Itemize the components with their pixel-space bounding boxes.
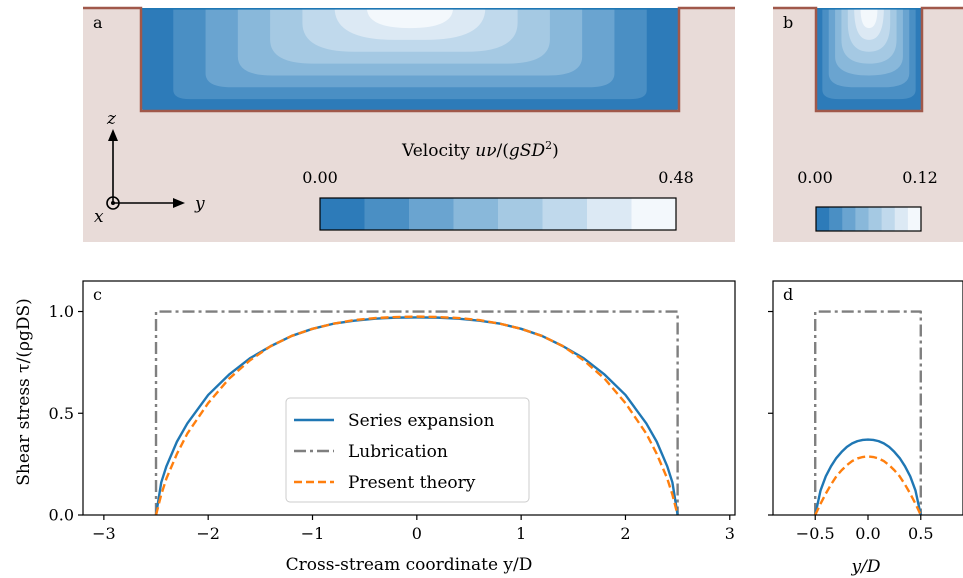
plot-c-xtick-label-0: −3 [92, 524, 116, 543]
panel-d: −0.5 0.0 0.5 [768, 280, 963, 543]
panel-c: −3 −2 −1 0 1 2 3 0.0 0.5 1.0 [49, 280, 736, 543]
plot-d-series-series-expansion [814, 438, 922, 516]
plot-c-ytick-label-2: 1.0 [49, 302, 74, 321]
colorbar-a-label-gsd: gSD [509, 141, 546, 161]
channel-b-bank [773, 6, 963, 113]
plot-c-xtick-label-5: 2 [620, 524, 630, 543]
colorbar-b-max: 0.12 [902, 168, 938, 187]
colorbar-a-swatches [320, 198, 677, 230]
x-axis-dot [111, 201, 115, 205]
legend-c-lubrication-label: Lubrication [348, 442, 448, 462]
colorbar-a-swatch-2 [409, 198, 454, 230]
colorbar-b: 0.00 0.12 [797, 168, 938, 232]
colorbar-b-swatch-1 [829, 207, 843, 231]
x-axis-label-c: Cross-stream coordinate y/D [286, 555, 533, 575]
plot-c-xtick-label-4: 1 [516, 524, 526, 543]
channel-b-contours [816, 8, 922, 111]
plot-c-frame [82, 280, 736, 516]
colorbar-b-swatch-2 [842, 207, 856, 231]
panel-d-letter: d [783, 285, 793, 304]
channel-a-bank [83, 6, 735, 113]
colorbar-a-min: 0.00 [302, 168, 338, 187]
colorbar-b-swatch-5 [881, 207, 896, 231]
plot-c-xtick-label-3: 0 [412, 524, 422, 543]
colorbar-a-label-prefix: Velocity [401, 141, 475, 161]
plot-c-series-lubrication [154, 310, 679, 515]
colorbar-a-max: 0.48 [658, 168, 694, 187]
y-arrowhead [173, 198, 185, 208]
colorbar-b-swatch-0 [816, 207, 830, 231]
colorbar-a-swatch-5 [542, 198, 588, 230]
legend-c-frame [285, 397, 530, 503]
plot-c-xtick-label-1: −2 [196, 524, 220, 543]
colorbar-a-swatch-3 [453, 198, 499, 230]
colorbar-a-label-slash: /( [497, 141, 509, 161]
channel-a-contours [141, 8, 679, 111]
panel-c-letter: c [93, 285, 102, 304]
plot-d-xtick-label-2: 0.5 [908, 524, 933, 543]
plot-d-xtick-label-0: −0.5 [796, 524, 835, 543]
colorbar-a-label-sup: 2 [545, 139, 552, 152]
colorbar-a: Velocity uν/(gSD2) 0.00 0.48 [302, 139, 694, 231]
colorbar-b-swatch-4 [868, 207, 883, 231]
colorbar-a-frame [319, 197, 677, 231]
legend-c-present-label: Present theory [348, 473, 476, 493]
x-axis-out-of-plane [106, 196, 120, 210]
legend-c: Series expansion Lubrication Present the… [285, 397, 530, 503]
colorbar-b-min: 0.00 [797, 168, 833, 187]
panel-b-letter: b [783, 13, 793, 32]
colorbar-a-swatch-1 [364, 198, 410, 230]
colorbar-a-label-close: ) [552, 141, 559, 161]
plot-d-frame [772, 280, 963, 516]
x-label: x [94, 207, 104, 227]
colorbar-a-label: Velocity uν/(gSD2) [401, 139, 559, 161]
colorbar-a-swatch-6 [587, 198, 632, 230]
colorbar-a-swatch-7 [631, 198, 677, 230]
channel-b-level-7 [860, 8, 878, 29]
plot-d-series-present-theory [814, 455, 922, 516]
panel-a: a z y x Velocity uν/(gSD2) 0.00 0.48 [83, 6, 735, 242]
x-axis-label-d: y/D [851, 557, 881, 577]
z-arrowhead [108, 129, 118, 141]
plot-d-series-lubrication [814, 310, 922, 515]
colorbar-b-swatches [816, 207, 922, 231]
y-label: y [194, 194, 205, 214]
plot-c-ytick-label-0: 0.0 [49, 506, 74, 525]
plot-c-series-present-theory [154, 315, 679, 516]
plot-c-xtick-label-6: 3 [725, 524, 735, 543]
colorbar-b-swatch-6 [894, 207, 909, 231]
channel-a-level-7 [366, 8, 454, 29]
plot-c-xtick-label-2: −1 [301, 524, 325, 543]
panel-b: b 0.00 0.12 [773, 6, 963, 242]
plot-d-xtick-label-1: 0.0 [855, 524, 880, 543]
colorbar-b-swatch-3 [855, 207, 869, 231]
colorbar-a-label-math: uν [475, 141, 496, 161]
legend-c-series-label: Series expansion [348, 411, 494, 431]
z-label: z [106, 109, 117, 129]
colorbar-a-swatch-0 [320, 198, 365, 230]
plot-c-ytick-label-1: 0.5 [49, 404, 74, 423]
colorbar-b-frame [815, 206, 922, 232]
colorbar-b-swatch-7 [907, 207, 922, 231]
axis-triad: z y x [94, 109, 205, 227]
colorbar-a-swatch-4 [498, 198, 543, 230]
y-axis-label-c: Shear stress τ/(ρgDS) [14, 298, 34, 485]
panel-a-letter: a [93, 13, 103, 32]
